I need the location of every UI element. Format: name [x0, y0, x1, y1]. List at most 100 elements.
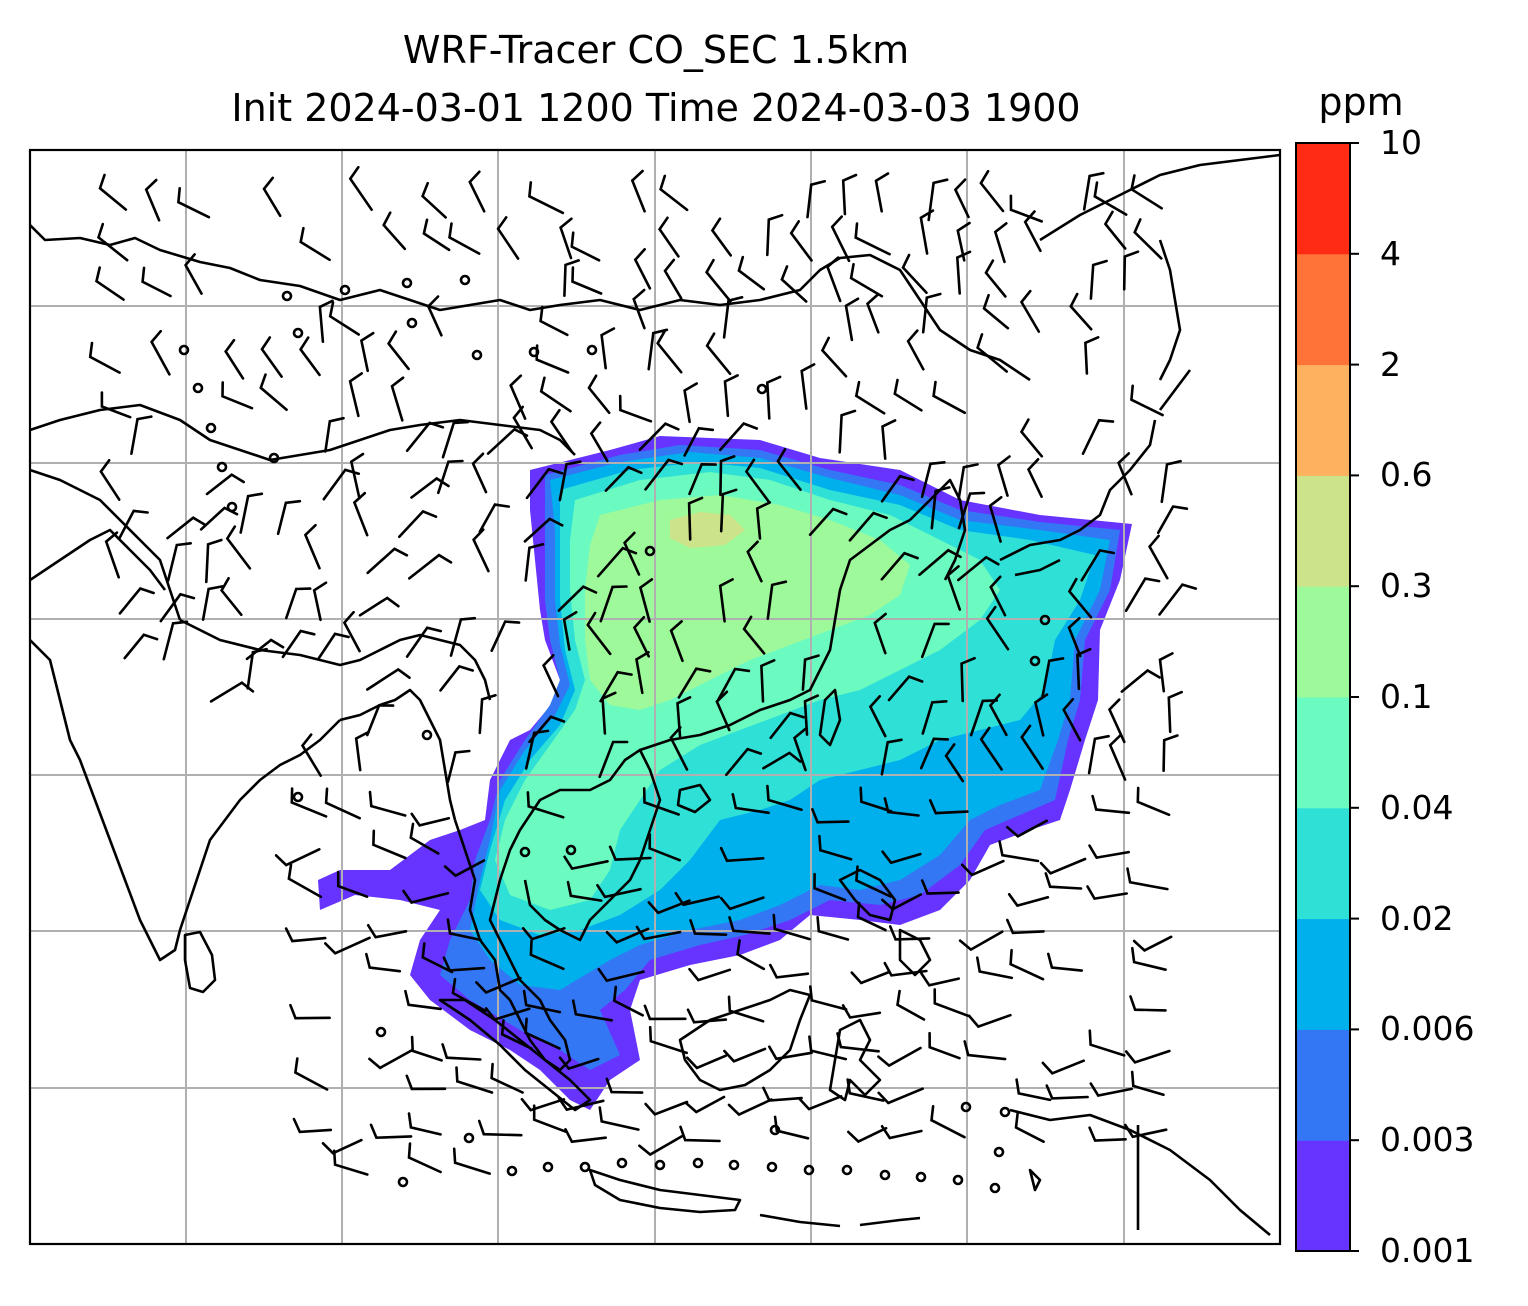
calm-wind-marker	[803, 1164, 815, 1176]
calm-wind-marker	[841, 1164, 853, 1176]
wind-barb	[324, 787, 361, 820]
wind-barb	[342, 610, 361, 653]
wind-barb	[718, 421, 759, 452]
colorbar-segment	[1296, 1029, 1350, 1141]
colorbar-segment	[1296, 253, 1350, 366]
colorbar-tick-label: 0.001	[1380, 1231, 1475, 1270]
map-title-line-2: Init 2024-03-01 1200 Time 2024-03-03 190…	[231, 86, 1081, 130]
wind-barb	[647, 328, 669, 371]
wind-barb	[524, 729, 550, 770]
wind-barb	[150, 329, 171, 376]
wind-barb	[398, 509, 438, 539]
wind-barb	[570, 231, 601, 262]
wind-barb	[201, 585, 224, 621]
wind-barb	[859, 786, 893, 813]
colorbar-segment	[1296, 807, 1350, 920]
wind-barb	[299, 336, 321, 377]
wind-barb	[798, 1095, 843, 1111]
wind-barb	[239, 492, 264, 534]
wind-barb	[209, 681, 255, 703]
calm-wind-marker	[192, 382, 204, 394]
wind-barb	[1019, 418, 1044, 458]
wind-barb	[563, 855, 609, 871]
wind-barb	[648, 833, 681, 862]
calm-wind-marker	[281, 290, 293, 302]
calm-wind-marker	[692, 1157, 704, 1169]
wind-barb	[686, 1008, 728, 1024]
wind-barb	[760, 659, 776, 703]
wind-barb	[382, 211, 407, 251]
wind-barb	[558, 1056, 600, 1071]
wind-barb	[407, 1142, 442, 1174]
new-guinea-coastline	[1009, 1108, 1271, 1236]
wind-barb	[957, 463, 979, 500]
wind-barb	[766, 580, 788, 620]
wind-barb	[725, 747, 763, 777]
wind-barb	[865, 293, 880, 334]
wind-barb	[1044, 872, 1083, 890]
wind-barb	[312, 581, 328, 622]
wind-barb	[800, 363, 816, 410]
wind-barb	[562, 611, 578, 651]
wind-barb	[422, 218, 451, 252]
wind-barb	[921, 700, 948, 735]
wind-barb	[979, 169, 1005, 213]
wind-barb	[928, 1031, 961, 1060]
wind-barb	[956, 221, 971, 262]
wind-barb	[141, 266, 172, 298]
wind-barb	[292, 1117, 333, 1134]
wind-barb	[1160, 459, 1182, 504]
wind-barb	[98, 173, 128, 211]
wind-barb	[1009, 194, 1043, 223]
wind-barb	[246, 647, 268, 690]
calm-wind-marker	[756, 383, 768, 395]
wind-barb	[944, 743, 965, 783]
wind-barb	[598, 1106, 640, 1131]
wind-barb	[104, 531, 120, 579]
wind-barb	[290, 787, 328, 818]
calm-wind-marker	[728, 1159, 740, 1171]
wind-barb	[642, 787, 680, 816]
wind-barb	[369, 1123, 413, 1140]
wind-barb	[896, 989, 926, 1021]
wind-barb	[118, 509, 149, 540]
wind-barb	[927, 178, 949, 222]
wind-barb	[166, 516, 207, 540]
wind-barb	[932, 380, 967, 415]
calm-wind-marker	[565, 844, 577, 856]
wind-barb	[901, 253, 928, 294]
wind-barb	[446, 749, 471, 784]
wind-barb	[410, 476, 450, 499]
wind-barb	[920, 622, 950, 659]
wind-barb	[162, 620, 189, 661]
colorbar-segment	[1296, 475, 1350, 587]
wind-barb	[727, 995, 765, 1023]
wind-barb	[1023, 210, 1042, 253]
wind-barb	[722, 296, 744, 339]
wind-barb	[490, 620, 521, 652]
wind-barb	[405, 1074, 447, 1091]
wind-barb	[976, 956, 1014, 980]
wind-barb	[205, 538, 223, 584]
wind-barb	[648, 1025, 688, 1055]
wind-barb	[421, 942, 454, 974]
colorbar-segment	[1296, 143, 1350, 255]
wind-barb	[221, 381, 254, 410]
wind-barb	[877, 1087, 924, 1105]
wind-barb	[881, 850, 922, 865]
wind-barb	[557, 1096, 605, 1112]
wind-barb	[953, 178, 970, 219]
lesser-sunda-islands	[759, 1168, 1042, 1228]
wind-barb	[598, 740, 629, 779]
wind-barb	[880, 1125, 923, 1140]
wind-barb	[762, 751, 802, 770]
calm-wind-marker	[401, 277, 413, 289]
wind-barb	[366, 704, 395, 737]
wind-barb	[1041, 657, 1065, 699]
wind-barb	[717, 667, 751, 701]
wind-barb	[563, 259, 580, 297]
wind-barb	[559, 217, 573, 260]
wind-barb	[918, 548, 962, 577]
wind-barb	[792, 727, 807, 772]
